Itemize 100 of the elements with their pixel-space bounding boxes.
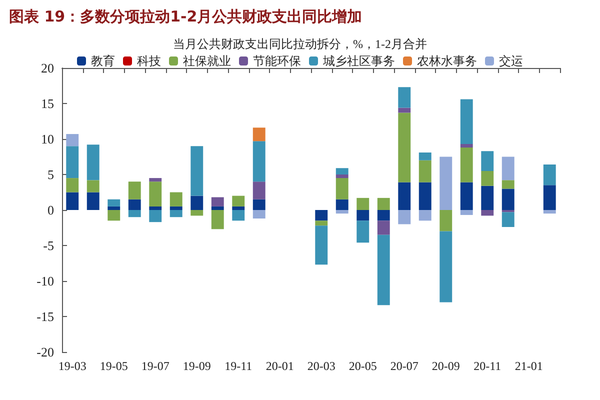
bar [315,220,328,226]
y-tick-label: -20 [36,344,54,360]
bar [543,185,556,210]
bar [211,206,224,210]
bar [336,199,348,210]
bar [460,99,473,144]
y-tick-label: -5 [43,238,54,253]
bar [149,182,162,206]
bar [149,210,162,222]
bar [190,210,204,216]
legend-label: 节能环保 [253,54,301,68]
bar [356,220,370,243]
bar [398,112,411,182]
x-tick-label: 19-05 [100,359,128,373]
y-tick-label: 15 [41,96,54,111]
bar [356,210,370,221]
bar [66,134,79,146]
bar [502,180,514,189]
bar [460,210,473,215]
y-tick-label: -10 [36,274,54,288]
bar [502,188,514,210]
bar [170,206,182,210]
bar [66,178,79,192]
bar [481,186,494,210]
bar [336,178,348,200]
bar [252,182,266,200]
bar [86,144,100,180]
bar [149,206,162,210]
bar [460,148,473,182]
bar [440,210,452,232]
bar [252,128,266,142]
x-tick-label: 21-01 [514,359,543,373]
bar [418,160,432,182]
bar [502,156,514,180]
bar [418,182,432,210]
x-tick-label: 20-07 [390,359,418,373]
bar [377,198,390,210]
bar [336,168,348,174]
bar [460,182,473,210]
bar [460,144,473,148]
bar [398,87,411,108]
bar [66,146,79,178]
bar [149,178,162,182]
bar [398,108,411,113]
bar [481,170,494,186]
x-tick-label: 20-03 [307,359,336,373]
bar [190,146,204,196]
bar [481,151,494,171]
legend-label: 农林水事务 [417,54,477,68]
bar [232,210,245,221]
bar [336,210,348,214]
bar [66,192,79,210]
bar [336,174,348,178]
legend-label: 科技 [137,54,161,68]
bar [377,234,390,306]
bar [211,210,224,230]
bar [377,210,390,221]
bar [418,152,432,160]
bar [170,192,182,206]
bar [398,210,411,224]
bar [252,141,266,182]
bar [481,210,494,216]
bar [377,220,390,235]
bar [108,206,120,210]
bar [440,156,452,210]
legend-label: 社保就业 [183,54,231,68]
bar [128,182,141,200]
x-tick-label: 20-05 [348,359,377,373]
bar [232,206,245,210]
x-tick-label: 20-01 [266,359,294,373]
bar [543,164,556,186]
x-tick-label: 19-03 [58,359,86,373]
chart-title: 图表 19：多数分项拉动1-2月公共财政支出同比增加 [9,8,362,26]
bar [252,210,266,219]
y-tick-label: 5 [48,167,54,182]
bar [315,210,328,221]
x-tick-label: 19-11 [224,359,252,373]
x-tick-label: 20-09 [432,359,460,373]
y-tick-label: 20 [41,60,54,76]
y-tick-label: 10 [41,132,54,146]
y-tick-label: -15 [36,309,54,324]
bar [128,199,141,210]
bar [502,212,514,228]
bar [356,198,370,210]
bar [252,199,266,210]
bar [440,231,452,302]
bar [128,210,141,218]
legend-label: 交运 [499,54,523,68]
bar [398,182,411,210]
bar [86,180,100,192]
bar [211,197,224,206]
bar [315,226,328,265]
x-tick-label: 19-07 [141,359,170,373]
bar [170,210,182,218]
bar [86,192,100,210]
bar [108,210,120,221]
chart-subtitle: 当月公共财政支出同比拉动拆分，%，1-2月合并 [173,37,427,51]
bar [108,199,120,206]
bar [232,196,245,206]
y-tick-label: 0 [48,202,54,218]
